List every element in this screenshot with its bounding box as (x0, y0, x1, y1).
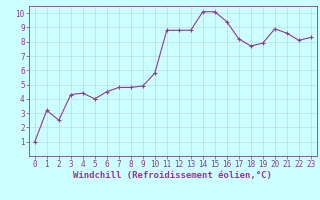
X-axis label: Windchill (Refroidissement éolien,°C): Windchill (Refroidissement éolien,°C) (73, 171, 272, 180)
